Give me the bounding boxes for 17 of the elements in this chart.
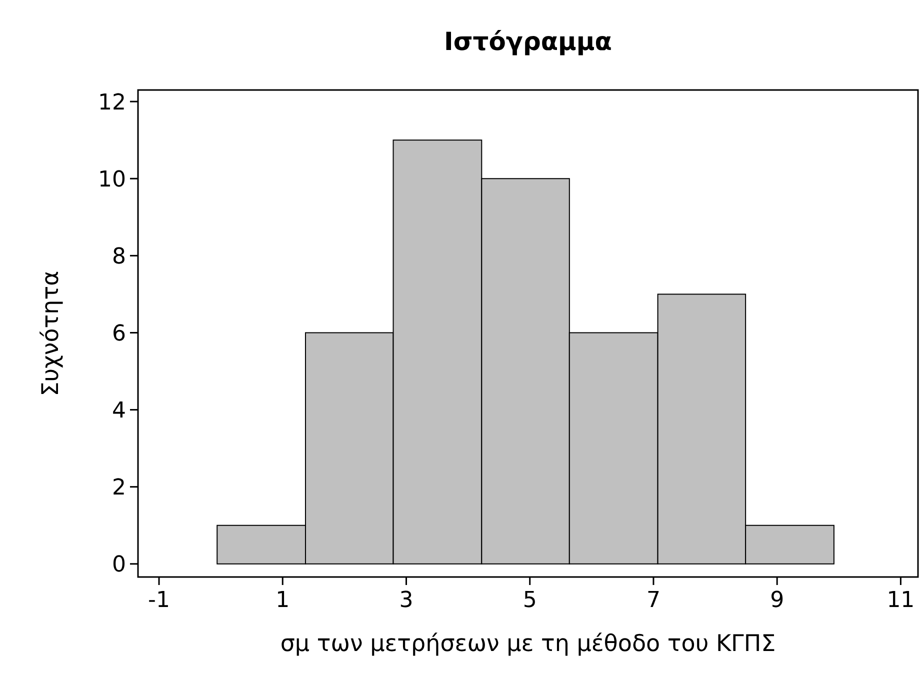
- x-tick-label: 9: [770, 588, 784, 613]
- x-tick-label: 7: [646, 588, 660, 613]
- x-tick-label: 5: [522, 588, 537, 613]
- y-tick-label: 10: [98, 167, 126, 192]
- y-tick-label: 4: [112, 398, 126, 424]
- x-tick-label: 1: [276, 588, 290, 613]
- x-axis-title: σμ των μετρήσεων με τη μέθοδο του ΚΓΠΣ: [280, 631, 776, 657]
- y-axis-title: Συχνότητα: [38, 270, 64, 396]
- y-tick-label: 6: [112, 321, 126, 346]
- y-tick-label: 2: [112, 476, 126, 501]
- x-tick-label: 11: [886, 588, 915, 613]
- y-tick-label: 8: [112, 244, 126, 270]
- y-tick-label: 0: [112, 552, 126, 578]
- chart-title: Ιστόγραμμα: [444, 27, 612, 56]
- x-tick-label: 3: [399, 588, 414, 613]
- y-tick-label: 12: [98, 90, 126, 116]
- x-tick-label: -1: [148, 588, 170, 613]
